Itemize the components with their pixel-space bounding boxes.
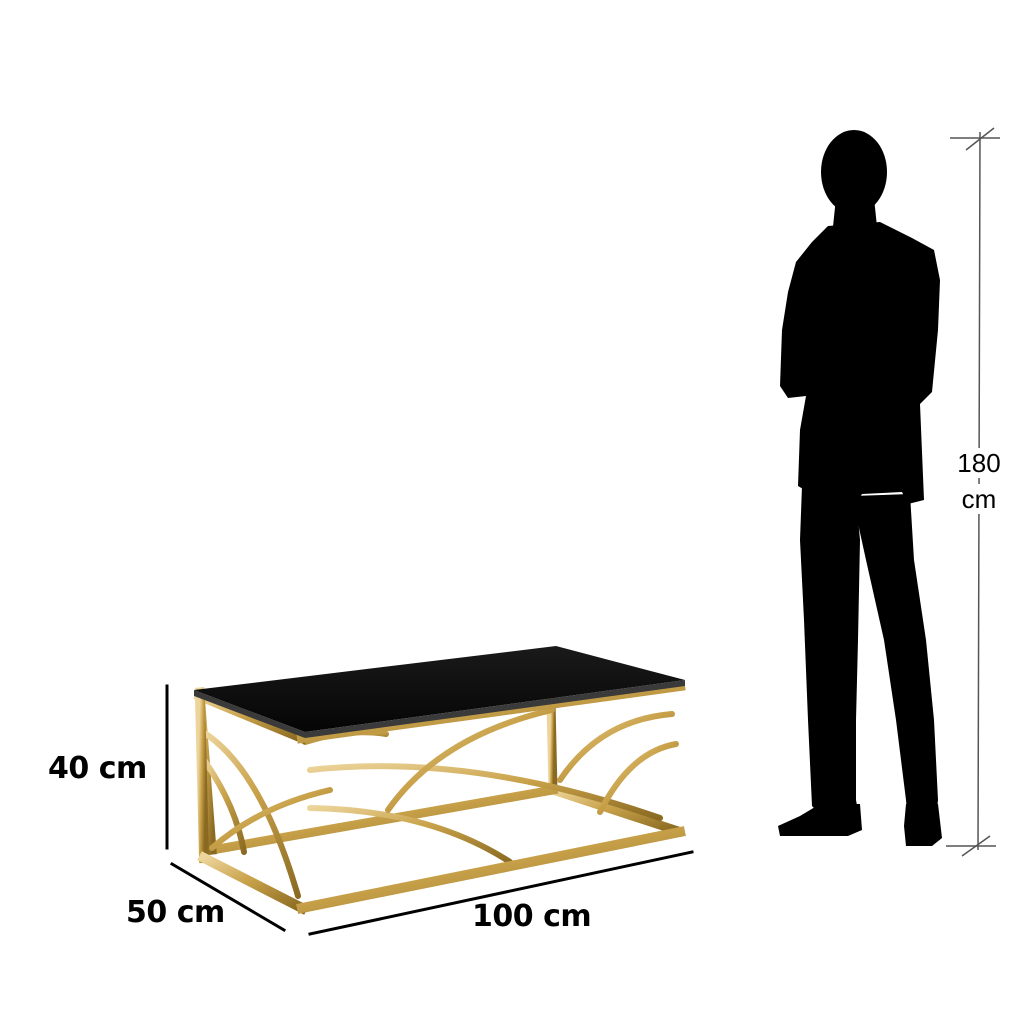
depth-dimension-line (169, 861, 287, 933)
person-left-leg (800, 486, 860, 824)
dimension-lines (165, 684, 694, 936)
person-scale-top-tick (965, 127, 995, 151)
table-glass-top (194, 646, 685, 732)
table-width-label: 100 cm (472, 899, 592, 934)
person-torso (780, 222, 940, 510)
width-dimension-line (308, 850, 694, 936)
person-scale-bottom-tick (961, 835, 991, 857)
table-height-label: 40 cm (48, 751, 147, 786)
coffee-table (193, 646, 686, 915)
person-head (821, 130, 887, 214)
person-silhouette (778, 130, 942, 846)
person-right-shoe (904, 804, 942, 846)
person-left-shoe (778, 804, 862, 836)
table-depth-label: 50 cm (126, 895, 225, 930)
table-frame-arcs (201, 707, 679, 899)
person-height-unit: cm (951, 484, 1007, 514)
person-height-value: 180 (951, 448, 1007, 478)
person-right-leg (852, 494, 938, 820)
